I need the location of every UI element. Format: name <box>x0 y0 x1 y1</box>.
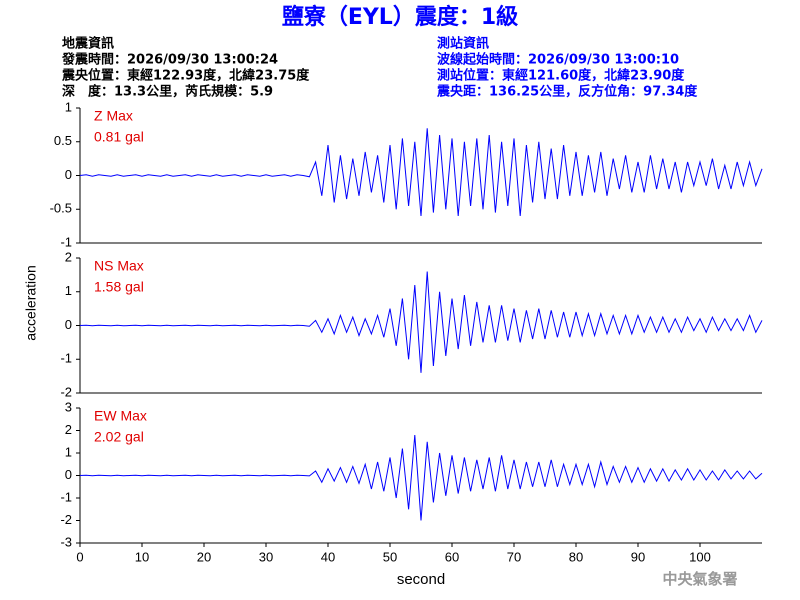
y-tick-label: 1 <box>65 283 72 298</box>
y-tick-label: -0.5 <box>50 201 72 216</box>
station-info: 測站資訊 <box>437 36 489 52</box>
max-annotation: NS Max <box>94 258 144 274</box>
x-tick-label: 100 <box>689 549 711 564</box>
y-tick-label: -2 <box>60 384 72 399</box>
y-tick-label: 0 <box>65 467 72 482</box>
max-annotation: Z Max <box>94 108 133 124</box>
x-tick-label: 60 <box>445 549 459 564</box>
waveform <box>79 434 763 521</box>
y-tick-label: -1 <box>60 234 72 249</box>
event-info: 震央位置：東經122.93度，北緯23.75度 <box>61 68 310 84</box>
y-tick-label: 3 <box>65 399 72 414</box>
x-axis-label: second <box>397 571 445 588</box>
x-tick-label: 70 <box>507 549 521 564</box>
x-tick-label: 40 <box>321 549 335 564</box>
event-info: 地震資訊 <box>62 36 114 52</box>
x-tick-label: 50 <box>383 549 397 564</box>
y-tick-label: -1 <box>60 351 72 366</box>
x-tick-label: 10 <box>135 549 149 564</box>
x-tick-label: 30 <box>259 549 273 564</box>
y-tick-label: 0 <box>65 317 72 332</box>
y-tick-label: 1 <box>65 444 72 459</box>
y-tick-label: -3 <box>60 534 72 549</box>
y-tick-label: 1 <box>65 99 72 114</box>
x-tick-label: 80 <box>569 549 583 564</box>
max-annotation: 0.81 gal <box>94 129 144 145</box>
station-info: 波線起始時間：2026/09/30 13:00:10 <box>437 52 679 68</box>
x-tick-label: 20 <box>197 549 211 564</box>
max-annotation: EW Max <box>94 408 147 424</box>
x-tick-label: 90 <box>631 549 645 564</box>
station-info: 測站位置：東經121.60度，北緯23.90度 <box>437 68 685 84</box>
max-annotation: 1.58 gal <box>94 279 144 295</box>
y-tick-label: -1 <box>60 489 72 504</box>
y-tick-label: -2 <box>60 512 72 527</box>
waveform <box>79 271 763 373</box>
max-annotation: 2.02 gal <box>94 429 144 445</box>
event-info: 深 度：13.3公里，芮氏規模：5.9 <box>62 84 273 100</box>
y-axis-label: acceleration <box>23 265 39 341</box>
event-info: 發震時間：2026/09/30 13:00:24 <box>61 52 278 68</box>
y-tick-label: 0.5 <box>54 133 72 148</box>
waveform <box>79 128 763 217</box>
title: 鹽寮（EYL）震度：1級 <box>282 4 518 30</box>
y-tick-label: 0 <box>65 167 72 182</box>
footer: 中央氣象署 <box>662 570 737 588</box>
station-info: 震央距：136.25公里，反方位角：97.34度 <box>436 84 698 100</box>
y-tick-label: 2 <box>65 249 72 264</box>
x-tick-label: 0 <box>76 549 83 564</box>
y-tick-label: 2 <box>65 422 72 437</box>
